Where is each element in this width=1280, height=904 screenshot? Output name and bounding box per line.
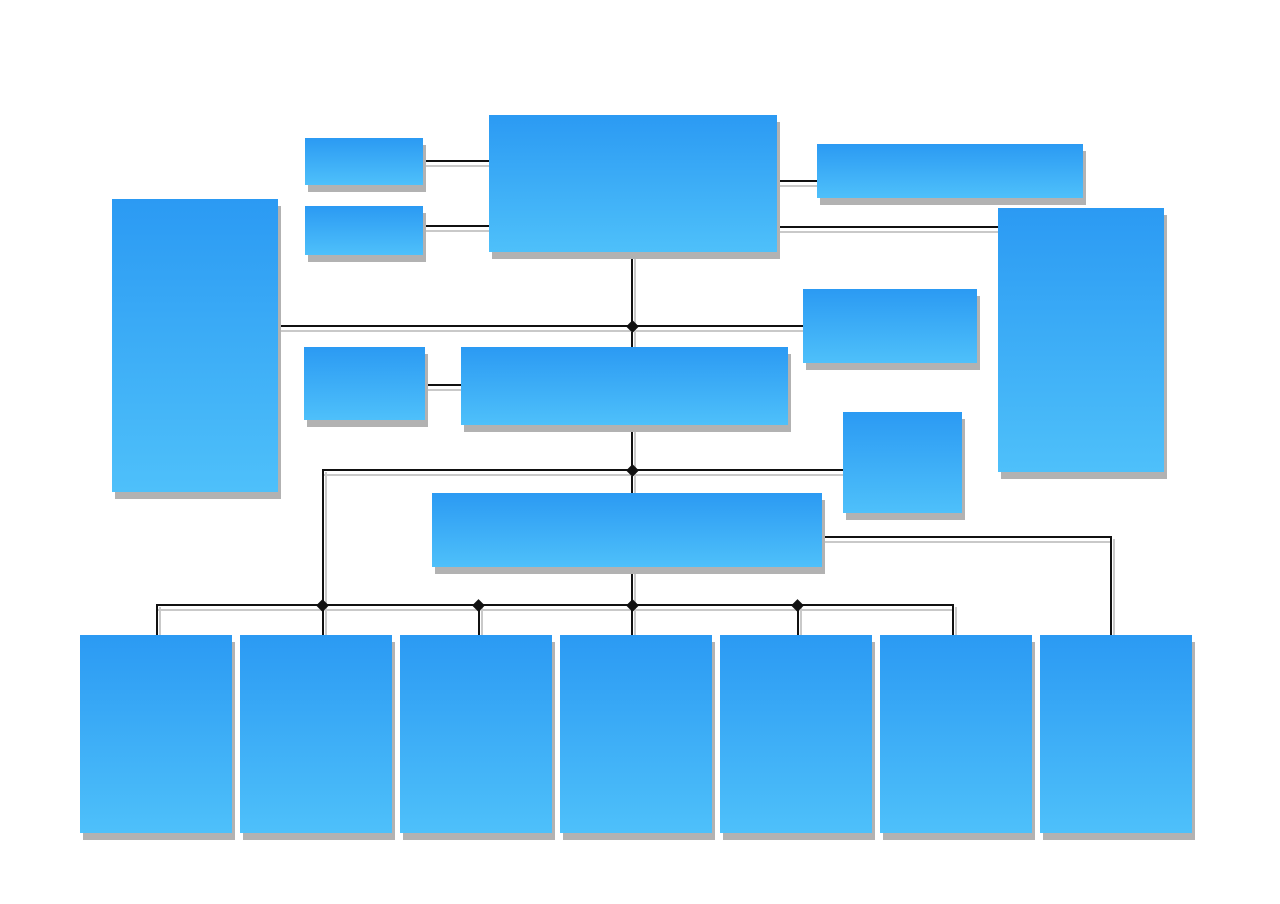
node-top-right-wide [817, 144, 1083, 198]
node-left-tall [112, 199, 278, 492]
connector-stub-bottom-5 [797, 604, 799, 635]
connector-stub-bottom-4 [631, 604, 633, 635]
connector-topcenter-down [631, 252, 633, 347]
connector-lefttall-to-midright [278, 325, 803, 327]
junction-dot-bar-midleft [472, 599, 485, 612]
node-bottom-7 [1040, 635, 1192, 833]
junction-dot-lower-center [626, 464, 639, 477]
node-top-small-upper [305, 138, 423, 185]
node-mid-left-small [304, 347, 425, 420]
junction-dot-bar-center [626, 599, 639, 612]
node-bottom-6 [880, 635, 1032, 833]
connector-smallupper-to-topcenter [423, 160, 489, 162]
node-top-small-lower [305, 206, 423, 255]
connector-topcenter-to-topright [777, 180, 817, 182]
connector-stub-bottom-3 [478, 604, 480, 635]
connector-distribution-bar [156, 604, 952, 606]
node-lower-center-wide [432, 493, 822, 567]
connector-right-drop-bottom-7 [1110, 536, 1112, 635]
connector-midcenter-down [631, 425, 633, 493]
junction-dot-upper-center [626, 320, 639, 333]
junction-dot-bar-midright [791, 599, 804, 612]
junction-dot-bar-left [316, 599, 329, 612]
node-mid-center-wide [461, 347, 788, 425]
node-bottom-1 [80, 635, 232, 833]
connector-crossbar-to-rightsmall [322, 469, 843, 471]
node-mid-right [803, 289, 977, 363]
node-bottom-2 [240, 635, 392, 833]
node-bottom-4 [560, 635, 712, 833]
connector-lowerwide-down [631, 567, 633, 605]
connector-crossbar-left-drop [322, 469, 324, 605]
node-right-small [843, 412, 962, 513]
node-right-tall [998, 208, 1164, 472]
connector-stub-bottom-6 [952, 604, 954, 635]
connector-stub-bottom-1 [156, 604, 158, 635]
node-top-center-large [489, 115, 777, 252]
connector-stub-bottom-2 [322, 604, 324, 635]
node-bottom-3 [400, 635, 552, 833]
connector-smalllower-to-topcenter [423, 225, 489, 227]
connector-lowerwide-to-right [822, 536, 1110, 538]
connector-midleft-to-midcenter [425, 384, 461, 386]
node-bottom-5 [720, 635, 872, 833]
connector-topcenter-to-righttall [777, 226, 998, 228]
